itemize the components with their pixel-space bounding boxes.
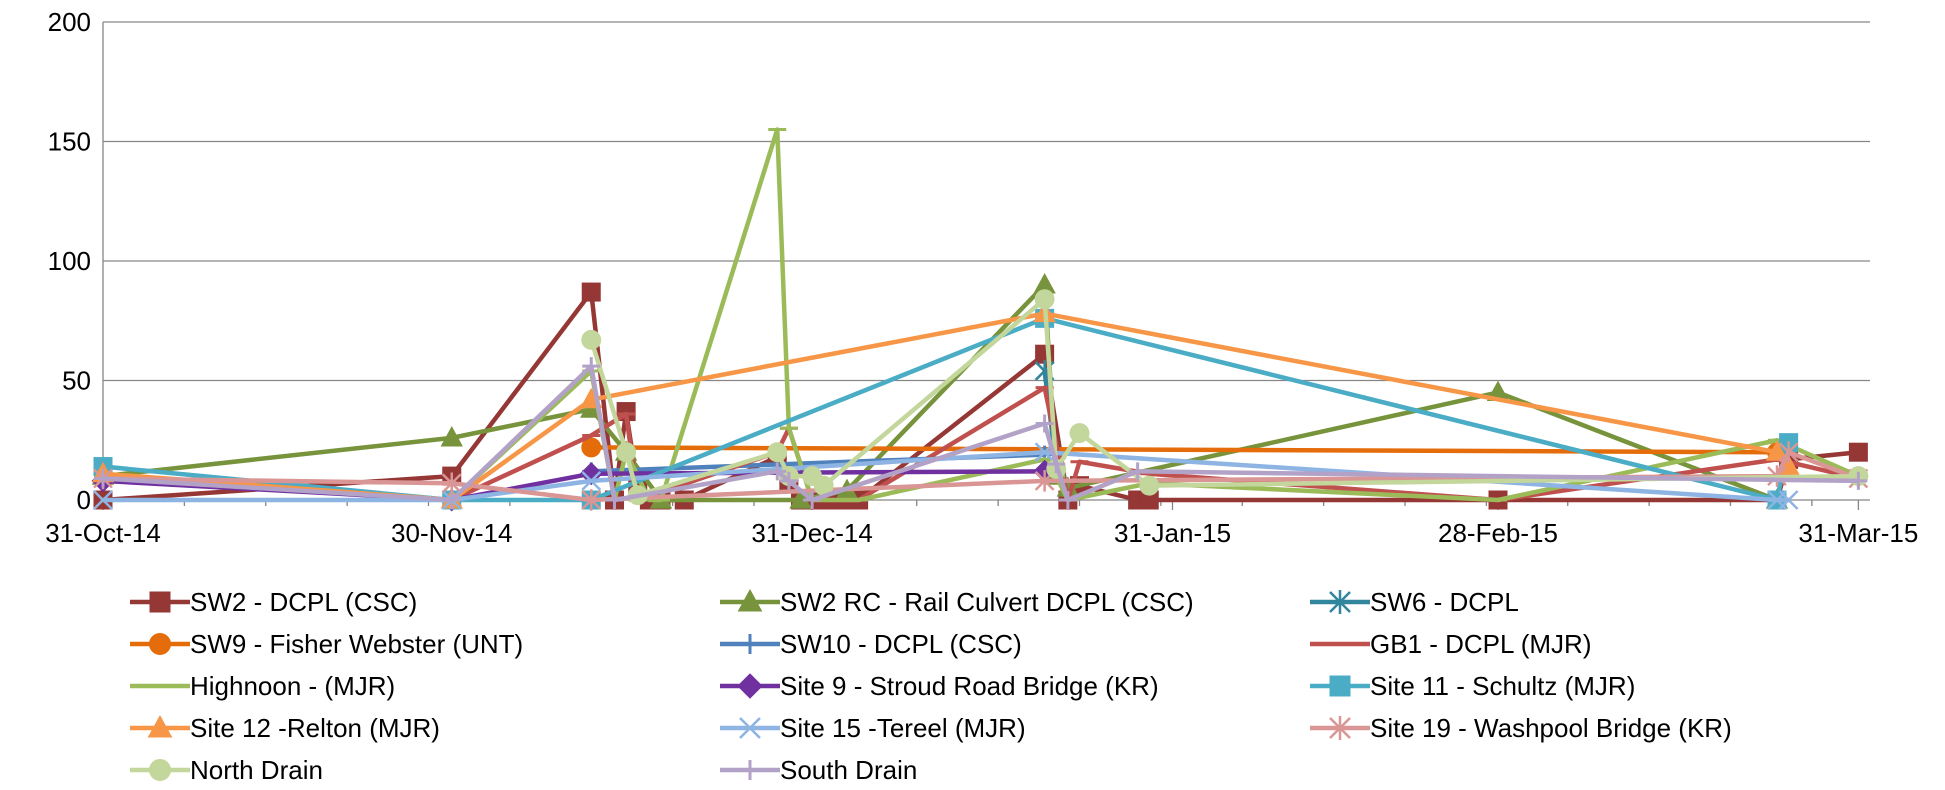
legend-swatch-marker [740, 760, 760, 780]
data-point [582, 357, 601, 376]
plot-area [91, 127, 1869, 512]
x-tick-label: 31-Oct-14 [45, 518, 161, 548]
legend-swatch-marker [147, 714, 173, 738]
data-point [1778, 441, 1799, 463]
series-line [100, 282, 1780, 503]
y-tick-label: 200 [48, 7, 91, 37]
legend-label: GB1 - DCPL (MJR) [1370, 629, 1592, 659]
legend-label: SW2 - DCPL (CSC) [190, 587, 417, 617]
data-point [1047, 455, 1066, 474]
legend-swatch-marker [1329, 675, 1351, 697]
data-point [440, 426, 463, 447]
legend-label: SW10 - DCPL (CSC) [780, 629, 1022, 659]
legend-entry: SW2 - DCPL (CSC) [130, 587, 417, 617]
data-point [1058, 491, 1077, 509]
legend-entry: GB1 - DCPL (MJR) [1310, 629, 1592, 659]
legend-entry: Site 19 - Washpool Bridge (KR) [1310, 713, 1732, 743]
series-line [100, 289, 1861, 503]
legend-entry: SW10 - DCPL (CSC) [720, 629, 1022, 659]
y-tick-label: 100 [48, 246, 91, 276]
legend-entry: SW2 RC - Rail Culvert DCPL (CSC) [720, 587, 1194, 617]
legend-swatch-marker [739, 717, 761, 739]
data-point [605, 491, 624, 509]
legend-label: SW6 - DCPL [1370, 587, 1519, 617]
legend-entry: Site 15 -Tereel (MJR) [720, 713, 1026, 743]
series-10 [93, 442, 1799, 510]
legend-label: South Drain [780, 755, 917, 785]
data-point [1069, 423, 1090, 444]
legend-entry: Site 9 - Stroud Road Bridge (KR) [720, 671, 1159, 701]
data-point [1035, 414, 1054, 433]
data-point [93, 490, 113, 510]
legend-entry: SW6 - DCPL [1310, 587, 1519, 617]
legend-label: Site 15 -Tereel (MJR) [780, 713, 1026, 743]
data-point [581, 489, 602, 511]
series-12 [581, 289, 1869, 506]
data-point [581, 329, 602, 350]
legend-swatch-marker [737, 588, 763, 612]
data-point [616, 442, 637, 463]
x-tick-label: 28-Feb-15 [1438, 518, 1558, 548]
legend-label: Site 11 - Schultz (MJR) [1370, 671, 1635, 701]
legend-label: North Drain [190, 755, 323, 785]
data-point [1034, 289, 1055, 310]
legend-swatch-marker [149, 633, 171, 655]
legend-label: Site 12 -Relton (MJR) [190, 713, 440, 743]
legend-entry: Highnoon - (MJR) [130, 671, 395, 701]
data-point [581, 470, 602, 491]
data-point [94, 469, 112, 488]
data-point [1765, 440, 1789, 461]
legend: SW2 - DCPL (CSC) SW2 RC - Rail Culvert DC… [130, 587, 1732, 785]
legend-label: SW2 RC - Rail Culvert DCPL (CSC) [780, 587, 1194, 617]
data-point [1139, 475, 1160, 496]
series-13 [94, 357, 1868, 509]
legend-entry: South Drain [720, 755, 917, 785]
data-point [1128, 462, 1147, 481]
legend-swatch-marker [1329, 716, 1351, 740]
legend-entry: Site 12 -Relton (MJR) [130, 713, 440, 743]
x-tick-label: 31-Jan-15 [1114, 518, 1231, 548]
data-point [442, 491, 461, 509]
data-point [581, 282, 601, 302]
gridlines [103, 21, 1870, 382]
data-point [1848, 442, 1868, 462]
legend-label: Highnoon - (MJR) [190, 671, 395, 701]
data-point [767, 442, 788, 463]
legend-label: Site 9 - Stroud Road Bridge (KR) [780, 671, 1159, 701]
legend-swatch-marker [149, 591, 171, 613]
legend-entry: SW9 - Fisher Webster (UNT) [130, 629, 523, 659]
y-tick-label: 50 [62, 366, 91, 396]
data-point [803, 491, 822, 509]
data-point [1849, 471, 1868, 490]
data-point [441, 472, 462, 495]
legend-swatch-marker [737, 673, 763, 699]
series-line [100, 449, 1791, 503]
legend-swatch-marker [149, 759, 171, 781]
data-point [1778, 490, 1799, 510]
axes: 0 50 100 150 200 31-Oct-14 30-Nov-14 31-Dec-14 3… [45, 7, 1918, 548]
series-line [100, 363, 1861, 503]
y-tick-label: 150 [48, 127, 91, 157]
x-tick-label: 30-Nov-14 [391, 518, 512, 548]
x-tick-label: 31-Mar-15 [1798, 518, 1918, 548]
legend-label: Site 19 - Washpool Bridge (KR) [1370, 713, 1732, 743]
legend-entry: Site 11 - Schultz (MJR) [1310, 671, 1635, 701]
data-point [579, 462, 603, 486]
y-tick-label: 0 [77, 485, 91, 515]
legend-entry: North Drain [130, 755, 323, 785]
data-point [779, 471, 798, 490]
x-tick-label: 31-Dec-14 [751, 518, 872, 548]
legend-swatch-marker [740, 634, 760, 654]
data-point [581, 437, 602, 458]
data-point [768, 462, 787, 481]
legend-swatch-marker [1329, 590, 1351, 614]
legend-label: SW9 - Fisher Webster (UNT) [190, 629, 523, 659]
